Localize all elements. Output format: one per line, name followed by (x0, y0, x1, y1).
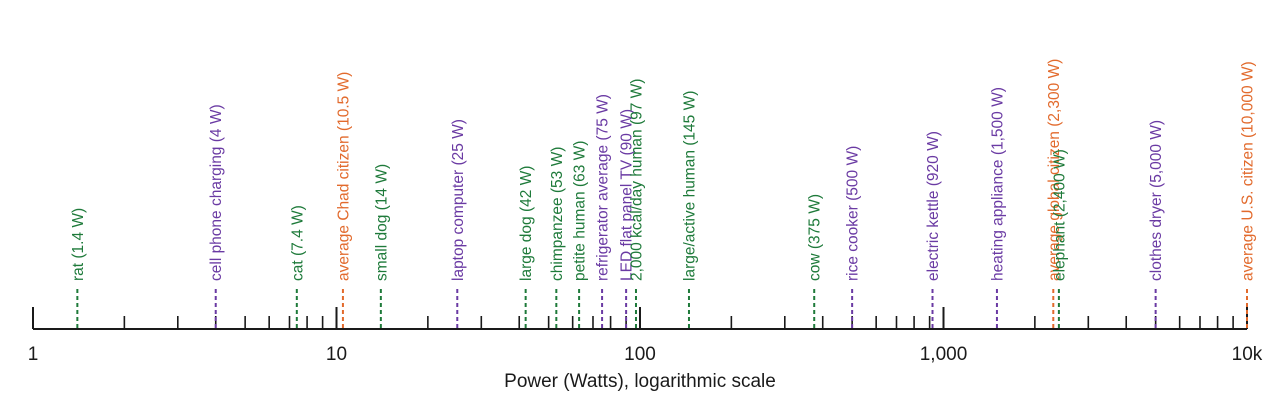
data-point: chimpanzee (53 W) (549, 147, 566, 328)
data-point: refrigerator average (75 W) (595, 94, 612, 328)
point-label: cat (7.4 W) (289, 205, 306, 281)
data-point: elephant (2,400 W) (1051, 149, 1068, 328)
point-label: cell phone charging (4 W) (208, 104, 225, 281)
data-point: electric kettle (920 W) (925, 131, 942, 328)
data-point: LED flat panel TV (90 W) (619, 109, 636, 328)
point-label: laptop computer (25 W) (450, 119, 467, 281)
point-label: elephant (2,400 W) (1051, 149, 1068, 281)
data-point: petite human (63 W) (572, 141, 589, 328)
data-point: average Chad citizen (10.5 W) (335, 72, 352, 328)
point-label: average U.S. citizen (10,000 W) (1240, 61, 1257, 281)
x-axis: 1 10 100 1,000 10k (28, 307, 1263, 365)
data-point: 2,000 kcal/day human (97 W) (628, 79, 645, 328)
point-label: large/active human (145 W) (681, 91, 698, 281)
data-point: laptop computer (25 W) (450, 119, 467, 328)
tick-label: 1,000 (920, 344, 968, 365)
point-label: clothes dryer (5,000 W) (1148, 120, 1165, 281)
data-point: average global citizen (2,300 W) (1046, 59, 1063, 328)
point-label: rat (1.4 W) (70, 208, 87, 281)
point-label: LED flat panel TV (90 W) (619, 109, 636, 281)
x-axis-title: Power (Watts), logarithmic scale (504, 371, 776, 392)
data-point: small dog (14 W) (373, 164, 390, 328)
point-label: petite human (63 W) (572, 141, 589, 281)
point-label: cow (375 W) (807, 194, 824, 281)
data-points: rat (1.4 W) cell phone charging (4 W) cat … (70, 59, 1257, 328)
point-label: average global citizen (2,300 W) (1046, 59, 1063, 281)
data-point: heating appliance (1,500 W) (989, 87, 1006, 328)
point-label: average Chad citizen (10.5 W) (335, 72, 352, 281)
data-point: clothes dryer (5,000 W) (1148, 120, 1165, 328)
tick-label: 10k (1232, 344, 1263, 365)
point-label: large dog (42 W) (518, 166, 535, 281)
data-point: cell phone charging (4 W) (208, 104, 225, 328)
point-label: rice cooker (500 W) (845, 146, 862, 281)
data-point: large/active human (145 W) (681, 91, 698, 328)
point-label: small dog (14 W) (373, 164, 390, 281)
point-label: electric kettle (920 W) (925, 131, 942, 281)
point-label: heating appliance (1,500 W) (989, 87, 1006, 281)
data-point: cat (7.4 W) (289, 205, 306, 328)
data-point: large dog (42 W) (518, 166, 535, 328)
data-point: cow (375 W) (807, 194, 824, 328)
point-label: 2,000 kcal/day human (97 W) (628, 79, 645, 281)
data-point: rat (1.4 W) (70, 208, 87, 328)
tick-label: 100 (624, 344, 656, 365)
tick-label: 10 (326, 344, 347, 365)
data-point: rice cooker (500 W) (845, 146, 862, 328)
point-label: chimpanzee (53 W) (549, 147, 566, 281)
point-label: refrigerator average (75 W) (595, 94, 612, 281)
data-point: average U.S. citizen (10,000 W) (1240, 61, 1257, 328)
tick-label: 1 (28, 344, 39, 365)
